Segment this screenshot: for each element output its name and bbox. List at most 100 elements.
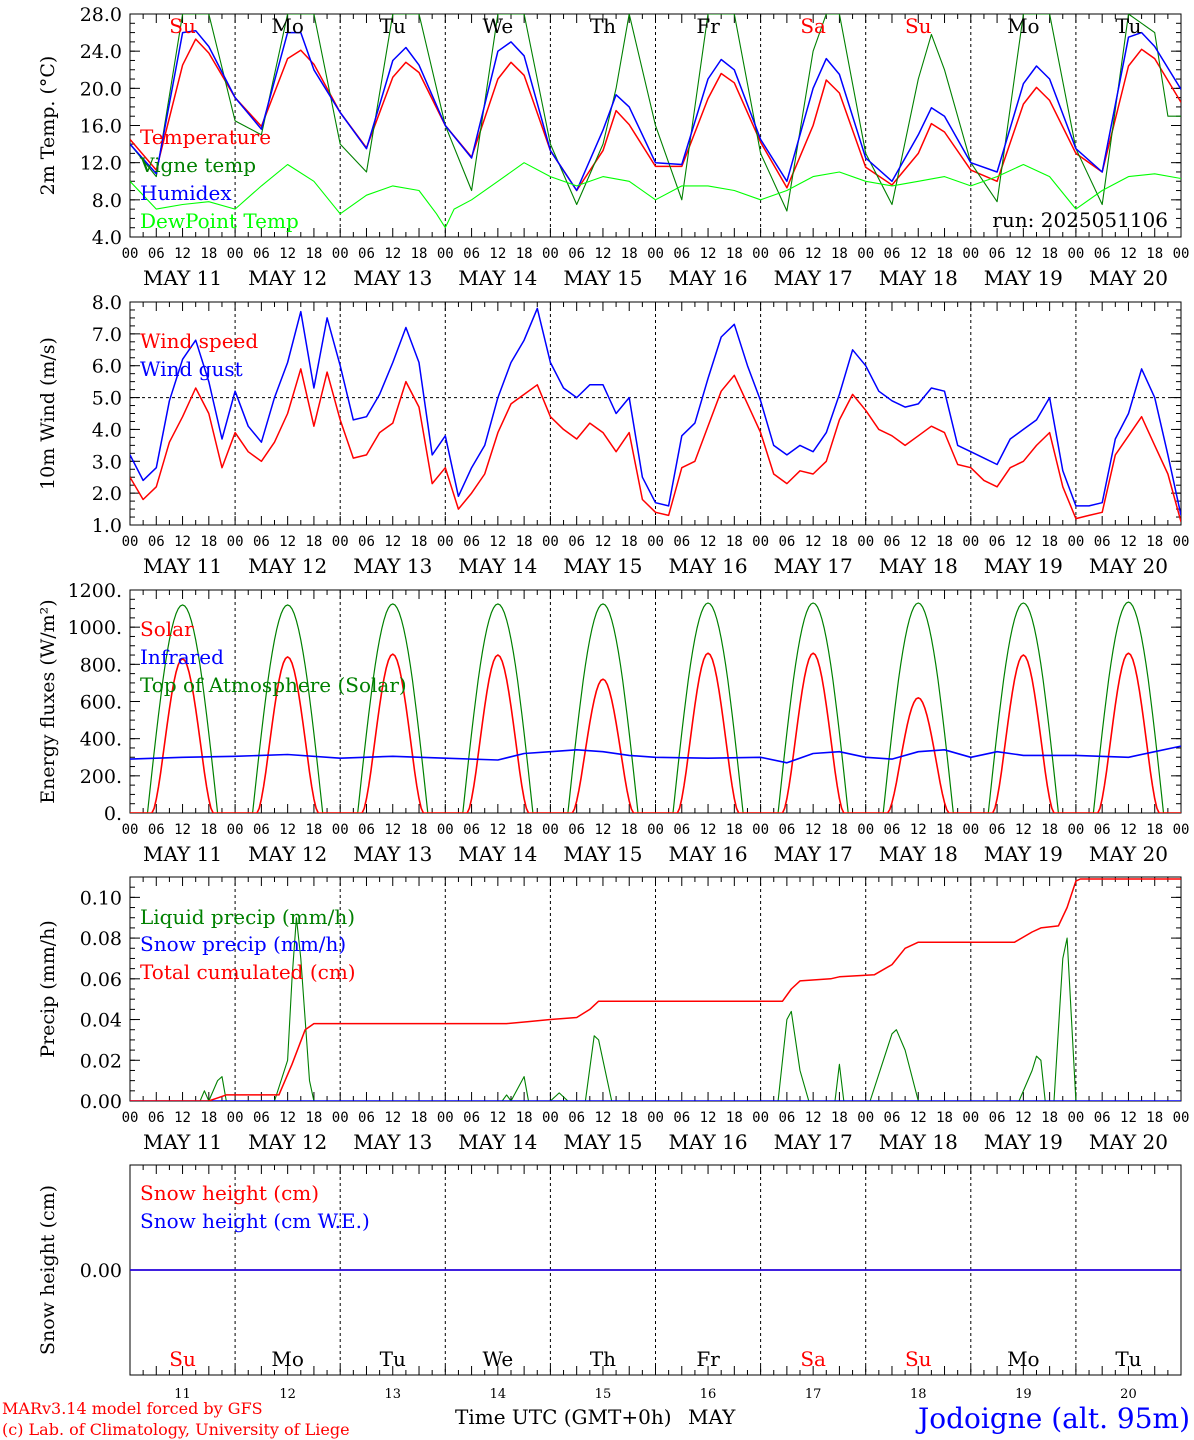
y-tick-label: 5.0 <box>92 388 122 410</box>
hour-tick-label: 18 <box>621 822 638 838</box>
hour-tick-label: 18 <box>1146 246 1163 262</box>
y-tick-label: 24.0 <box>80 41 122 63</box>
hour-tick-label: 00 <box>227 534 244 550</box>
weekday-label-top: Su <box>169 14 196 38</box>
y-tick-label: 28.0 <box>80 4 122 26</box>
day-number-label: 20 <box>1120 1387 1137 1402</box>
date-label: MAY 16 <box>668 554 747 578</box>
date-label: MAY 19 <box>984 554 1063 578</box>
legend-entry: Temperature <box>140 125 271 149</box>
y-axis-label: Precip (mm/h) <box>37 920 59 1058</box>
hour-tick-label: 00 <box>1067 534 1084 550</box>
hour-tick-label: 12 <box>174 822 191 838</box>
day-number-label: 11 <box>174 1387 191 1402</box>
date-label: MAY 12 <box>248 842 327 866</box>
date-label: MAY 17 <box>774 266 853 290</box>
hour-tick-label: 06 <box>463 1110 480 1126</box>
hour-tick-label: 18 <box>831 822 848 838</box>
y-tick-label: 200. <box>80 766 122 788</box>
hour-tick-label: 18 <box>831 246 848 262</box>
y-tick-label: 6.0 <box>92 356 122 378</box>
date-label: MAY 16 <box>668 842 747 866</box>
y-tick-label: 0.00 <box>80 1260 122 1282</box>
date-label: MAY 15 <box>563 266 642 290</box>
date-label: MAY 18 <box>879 1130 958 1154</box>
weekday-label-top: Fr <box>696 14 720 38</box>
hour-tick-label: 06 <box>1094 822 1111 838</box>
hour-tick-label: 06 <box>568 1110 585 1126</box>
hour-tick-label: 00 <box>227 1110 244 1126</box>
hour-tick-label: 12 <box>174 534 191 550</box>
y-tick-label: 1200. <box>68 580 122 602</box>
hour-tick-label: 06 <box>358 1110 375 1126</box>
hour-tick-label: 12 <box>174 1110 191 1126</box>
hour-tick-label: 06 <box>148 534 165 550</box>
hour-tick-label: 12 <box>700 534 717 550</box>
hour-tick-label: 12 <box>384 1110 401 1126</box>
weekday-label-bottom: Su <box>905 1347 932 1371</box>
hour-tick-label: 00 <box>122 822 139 838</box>
hour-tick-label: 00 <box>122 534 139 550</box>
weekday-label-bottom: We <box>482 1347 513 1371</box>
hour-tick-label: 06 <box>253 822 270 838</box>
hour-tick-label: 18 <box>726 534 743 550</box>
date-label: MAY 14 <box>458 1130 537 1154</box>
hour-tick-label: 18 <box>1146 534 1163 550</box>
legend-entry: Wind speed <box>140 329 258 353</box>
weekday-label-bottom: Su <box>169 1347 196 1371</box>
location-label: Jodoigne (alt. 95m) <box>915 1402 1190 1435</box>
footer-credit: (c) Lab. of Climatology, University of L… <box>2 1420 350 1439</box>
legend-entry: Top of Atmosphere (Solar) <box>140 673 407 697</box>
series-solar <box>130 652 1181 813</box>
hour-tick-label: 12 <box>489 246 506 262</box>
series-2 <box>130 14 1181 212</box>
day-number-label: 18 <box>910 1387 927 1402</box>
legend-entry: Snow height (cm) <box>140 1181 319 1205</box>
y-tick-label: 0. <box>104 803 122 825</box>
hour-tick-label: 00 <box>962 1110 979 1126</box>
hour-tick-label: 06 <box>1094 1110 1111 1126</box>
hour-tick-label: 18 <box>305 1110 322 1126</box>
hour-tick-label: 18 <box>621 246 638 262</box>
hour-tick-label: 12 <box>279 1110 296 1126</box>
date-label: MAY 19 <box>984 1130 1063 1154</box>
y-tick-label: 400. <box>80 729 122 751</box>
hour-tick-label: 00 <box>122 1110 139 1126</box>
date-label: MAY 17 <box>774 1130 853 1154</box>
hour-tick-label: 12 <box>805 534 822 550</box>
y-tick-label: 3.0 <box>92 451 122 473</box>
hour-tick-label: 06 <box>148 246 165 262</box>
weekday-label-top: Tu <box>1115 14 1141 38</box>
hour-tick-label: 12 <box>595 246 612 262</box>
hour-tick-label: 06 <box>358 822 375 838</box>
hour-tick-label: 00 <box>647 246 664 262</box>
y-tick-label: 12.0 <box>80 153 122 175</box>
panel-1: 4.0 8.0 12.0 16.0 20.0 24.0 28.0 2m Temp. (°C) 0… <box>37 4 1189 290</box>
hour-tick-label: 12 <box>279 534 296 550</box>
hour-tick-label: 12 <box>1015 246 1032 262</box>
series-infrared <box>130 745 1181 764</box>
hour-tick-label: 00 <box>1067 822 1084 838</box>
hour-tick-label: 06 <box>778 822 795 838</box>
hour-tick-label: 06 <box>358 246 375 262</box>
date-label: MAY 11 <box>143 266 222 290</box>
hour-tick-label: 00 <box>437 534 454 550</box>
weekday-label-bottom: Mo <box>271 1347 304 1371</box>
hour-tick-label: 06 <box>884 1110 901 1126</box>
hour-tick-label: 06 <box>148 1110 165 1126</box>
hour-tick-label: 12 <box>910 822 927 838</box>
series-3 <box>130 29 1181 192</box>
hour-tick-label: 06 <box>358 534 375 550</box>
hour-tick-label: 12 <box>279 822 296 838</box>
panel-2: 1.0 2.0 3.0 4.0 5.0 6.0 7.0 8.0 10m Wind (m/s) 00… <box>37 292 1189 578</box>
date-label: MAY 12 <box>248 1130 327 1154</box>
series-toa-solar <box>130 601 1181 813</box>
weekday-label-bottom: Tu <box>380 1347 406 1371</box>
hour-tick-label: 12 <box>1120 246 1137 262</box>
hour-tick-label: 12 <box>700 822 717 838</box>
hour-tick-label: 18 <box>1146 822 1163 838</box>
run-label: run: 2025051106 <box>992 208 1168 232</box>
y-tick-label: 0.02 <box>80 1050 122 1072</box>
hour-tick-label: 18 <box>516 246 533 262</box>
date-label: MAY 18 <box>879 842 958 866</box>
